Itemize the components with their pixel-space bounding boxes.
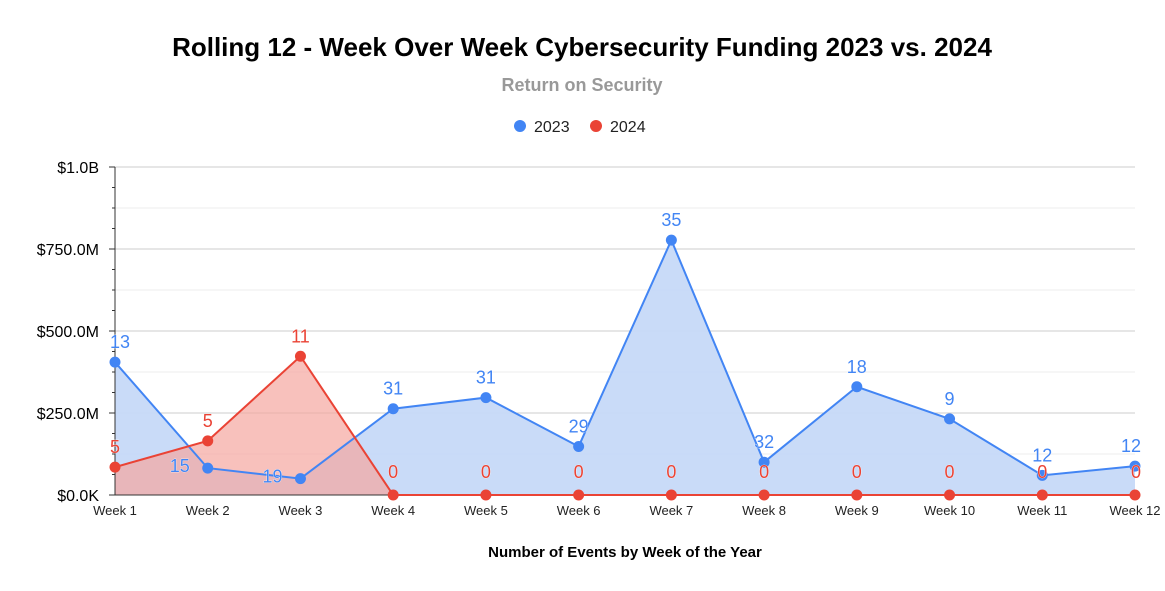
data-label-2023: 31 — [476, 368, 496, 388]
point-2023 — [1036, 469, 1048, 481]
x-tick-label: Week 5 — [464, 503, 508, 518]
legend-marker-2023 — [514, 120, 526, 132]
x-tick-label: Week 11 — [1017, 503, 1067, 518]
x-tick-label: Week 6 — [557, 503, 601, 518]
point-2024 — [758, 489, 770, 501]
point-2024 — [294, 350, 306, 362]
data-label-2024: 0 — [852, 462, 862, 482]
legend-label-2024: 2024 — [610, 119, 646, 136]
line-2024 — [114, 354, 1135, 496]
point-2024 — [202, 435, 214, 447]
x-tick-label: Week 4 — [371, 503, 415, 518]
data-label-2023: 19 — [262, 467, 282, 487]
point-2023 — [573, 440, 585, 452]
point-2023 — [387, 403, 399, 415]
data-label-2024: 5 — [110, 437, 120, 457]
point-2024 — [573, 489, 585, 501]
x-tick-label: Week 2 — [186, 503, 230, 518]
x-tick-label: Week 10 — [924, 503, 975, 518]
data-label-2023: 9 — [945, 389, 955, 409]
data-label-2023: 31 — [383, 379, 403, 399]
y-axis-ticks: $0.0K $250.0M $500.0M $750.0M $1.0B — [37, 160, 100, 505]
y-tick-label: $250.0M — [37, 406, 99, 423]
point-2023 — [851, 381, 863, 393]
area-2023 — [115, 240, 1135, 495]
data-label-2023: 15 — [170, 456, 190, 476]
data-label-2023: 35 — [661, 210, 681, 230]
chart-title: Rolling 12 - Week Over Week Cybersecurit… — [172, 32, 992, 62]
point-2023 — [665, 234, 677, 246]
data-labels: 13 15 19 31 31 29 35 32 18 9 12 12 5 5 11 0 0 0 0 0 0 0 0 0 — [110, 210, 1142, 487]
point-2024 — [1129, 489, 1141, 501]
point-2023 — [202, 462, 214, 474]
legend-marker-2024 — [590, 120, 602, 132]
point-2024 — [851, 489, 863, 501]
point-2024 — [665, 489, 677, 501]
data-label-2023: 29 — [569, 416, 589, 436]
data-label-2024: 11 — [291, 326, 310, 346]
point-2023 — [480, 392, 492, 404]
data-label-2024: 0 — [481, 462, 491, 482]
data-label-2023: 18 — [847, 357, 867, 377]
x-axis-ticks: Week 1 Week 2 Week 3 Week 4 Week 5 Week 6 Week… — [93, 503, 1160, 518]
point-2023 — [1129, 460, 1141, 472]
point-2023 — [109, 356, 121, 368]
x-tick-label: Week 1 — [93, 503, 137, 518]
data-label-2024: 0 — [666, 462, 676, 482]
data-label-2023: 13 — [110, 332, 130, 352]
x-tick-label: Week 8 — [742, 503, 786, 518]
y-tick-label: $1.0B — [57, 160, 99, 177]
data-label-2023: 32 — [754, 432, 774, 452]
data-label-2024: 0 — [759, 462, 769, 482]
data-label-2024: 0 — [574, 462, 584, 482]
data-label-2024: 5 — [203, 411, 213, 431]
y-tick-label: $0.0K — [57, 488, 99, 505]
x-axis-title: Number of Events by Week of the Year — [488, 544, 762, 561]
x-tick-label: Week 3 — [279, 503, 323, 518]
point-2024 — [1036, 489, 1048, 501]
legend-label-2023: 2023 — [534, 119, 570, 136]
series-areas — [115, 240, 1135, 495]
series-points — [109, 234, 1141, 501]
data-label-2024: 0 — [1037, 462, 1047, 482]
y-tick-label: $500.0M — [37, 324, 99, 341]
point-2024 — [944, 489, 956, 501]
x-tick-label: Week 12 — [1109, 503, 1160, 518]
x-tick-label: Week 9 — [835, 503, 879, 518]
data-label-2024: 0 — [388, 462, 398, 482]
chart-subtitle: Return on Security — [501, 75, 662, 95]
data-label-2023: 12 — [1121, 436, 1141, 456]
data-label-2023: 12 — [1032, 445, 1052, 465]
point-2024 — [109, 461, 121, 473]
point-2024 — [387, 489, 399, 501]
point-2023 — [758, 456, 770, 468]
x-tick-label: Week 7 — [649, 503, 693, 518]
point-2024 — [480, 489, 492, 501]
point-2023 — [944, 413, 956, 425]
legend: 2023 2024 — [514, 119, 646, 136]
line-2023 — [114, 237, 1136, 480]
y-tick-label: $750.0M — [37, 242, 99, 259]
point-2023 — [294, 473, 306, 485]
series-lines — [114, 237, 1136, 496]
data-label-2024: 0 — [1131, 462, 1141, 482]
data-label-2024: 0 — [945, 462, 955, 482]
